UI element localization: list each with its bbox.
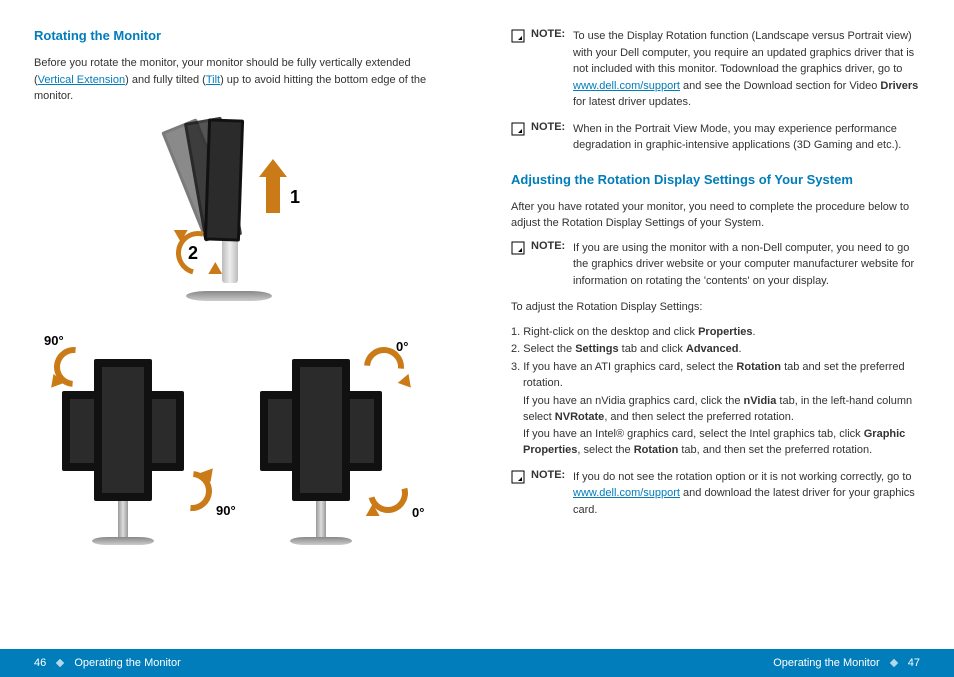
p2: After you have rotated your monitor, you… [511,199,920,232]
illustration-tilt: 1 2 [34,113,443,323]
arrow-1-shaft [266,173,280,213]
step-3a: If you have an nVidia graphics card, cli… [511,393,920,426]
diamond-icon [56,659,64,667]
rotation-clockwise: 90° 90° [44,333,224,553]
note-2: NOTE: When in the Portrait View Mode, yo… [511,121,920,154]
note-icon [511,29,525,43]
link-tilt[interactable]: Tilt [206,74,220,86]
diamond-icon [889,659,897,667]
footer-right: Operating the Monitor 47 [773,657,920,669]
screen-main [204,118,244,241]
heading-adjusting: Adjusting the Rotation Display Settings … [511,172,920,187]
left-column: Rotating the Monitor Before you rotate t… [0,0,477,645]
note-4: NOTE: If you do not see the rotation opt… [511,469,920,519]
page-footer: 46 Operating the Monitor Operating the M… [0,649,954,677]
note-3: NOTE: If you are using the monitor with … [511,240,920,290]
steps-list: 1. Right-click on the desktop and click … [511,324,920,459]
annotation-2: 2 [188,243,198,264]
arrow-1-head [259,159,287,177]
note-icon [511,470,525,484]
right-column: NOTE: To use the Display Rotation functi… [477,0,954,645]
illustration-rotate: 90° 90° 0° [34,333,443,563]
note-icon [511,241,525,255]
step-2: 2. Select the Settings tab and click Adv… [511,341,920,358]
link-dell-support-2[interactable]: www.dell.com/support [573,487,680,499]
annotation-1: 1 [290,187,300,208]
link-dell-support-1[interactable]: www.dell.com/support [573,80,680,92]
heading-rotating: Rotating the Monitor [34,28,443,43]
step-1: 1. Right-click on the desktop and click … [511,324,920,341]
footer-left: 46 Operating the Monitor [34,657,181,669]
note-1: NOTE: To use the Display Rotation functi… [511,28,920,111]
rotation-counter: 0° 0° [260,333,440,553]
intro-paragraph: Before you rotate the monitor, your moni… [34,55,443,105]
steps-intro: To adjust the Rotation Display Settings: [511,299,920,316]
note-icon [511,122,525,136]
step-3: 3. If you have an ATI graphics card, sel… [511,359,920,392]
step-3b: If you have an Intel® graphics card, sel… [511,426,920,459]
link-vertical-extension[interactable]: Vertical Extension [38,74,125,86]
